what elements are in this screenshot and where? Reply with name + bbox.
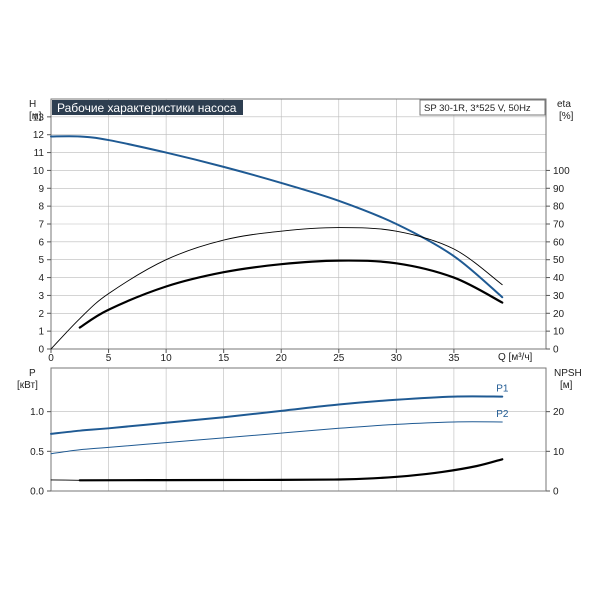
- top-y-left-tick-label: 11: [34, 148, 45, 159]
- bottom-y-left-tick-label: 0.5: [30, 447, 44, 458]
- bottom-y-left-label-unit: [кВт]: [17, 380, 38, 391]
- series-label-p1: P1: [496, 384, 509, 395]
- top-panel-series: [50, 135, 504, 350]
- top-y-right-tick-label: 20: [553, 309, 565, 320]
- bottom-panel-ticks: 0.0 0.5 1.0 0 10 20: [30, 407, 564, 497]
- bottom-y-right-label-name: NPSH: [554, 368, 582, 379]
- top-y-left-tick-label: 12: [33, 130, 45, 141]
- top-y-right-label-unit: [%]: [559, 111, 574, 122]
- top-x-tick-label: 30: [391, 353, 403, 364]
- top-y-left-tick-label: 1: [38, 327, 44, 338]
- top-x-tick-label: 25: [333, 353, 345, 364]
- bottom-y-right-tick-label: 10: [553, 447, 565, 458]
- model-info-box: [419, 99, 546, 116]
- top-y-left-tick-label: 10: [33, 166, 45, 177]
- top-y-left-tick-label: 7: [38, 220, 44, 231]
- chart-title: Рабочие характеристики насоса: [57, 101, 237, 115]
- top-x-label: Q [м³/ч]: [498, 352, 533, 363]
- top-y-left-tick-label: 9: [38, 184, 44, 195]
- top-y-left-tick-label: 13: [33, 112, 45, 123]
- top-y-left-tick-label: 3: [38, 291, 44, 302]
- top-y-right-tick-label: 70: [553, 220, 565, 231]
- top-y-left-tick-label: 0: [38, 345, 44, 356]
- top-y-right-tick-label: 10: [553, 327, 565, 338]
- top-y-right-tick-label: 0: [553, 345, 559, 356]
- top-x-tick-label: 5: [106, 353, 112, 364]
- chart-title-box: [52, 100, 243, 115]
- top-y-left-label-unit: [м]: [29, 111, 42, 122]
- model-info: SP 30-1R, 3*525 V, 50Hz: [424, 103, 531, 114]
- top-y-right-tick-label: 90: [553, 184, 565, 195]
- top-y-right-label-name: eta: [557, 99, 571, 110]
- bottom-series-labels: P1 P2: [496, 384, 509, 420]
- top-y-left-tick-label: 4: [38, 273, 44, 284]
- top-y-right-tick-label: 40: [553, 273, 565, 284]
- top-x-tick-label: 35: [448, 353, 460, 364]
- top-y-left-label-name: H: [29, 99, 36, 110]
- bottom-y-right-label-unit: [м]: [560, 380, 573, 391]
- top-x-tick-label: 10: [161, 353, 173, 364]
- bottom-y-left-tick-label: 1.0: [30, 407, 44, 418]
- top-x-tick-label: 0: [48, 353, 54, 364]
- top-y-left-tick-label: 8: [38, 202, 44, 213]
- top-y-left-tick-label: 5: [38, 255, 44, 266]
- bottom-y-right-tick-label: 20: [553, 407, 565, 418]
- series-label-p2: P2: [496, 409, 509, 420]
- bottom-series-line-3: [78, 458, 504, 482]
- top-y-left-tick-label: 2: [38, 309, 44, 320]
- bottom-panel-series: [50, 395, 504, 482]
- top-x-tick-label: 15: [218, 353, 230, 364]
- top-panel-grid: [50, 99, 546, 350]
- top-y-right-tick-label: 100: [553, 166, 570, 177]
- top-y-right-tick-label: 80: [553, 202, 565, 213]
- bottom-series-line-1: [50, 421, 503, 455]
- top-series-line-2: [78, 259, 504, 329]
- bottom-y-left-tick-label: 0.0: [30, 487, 44, 498]
- top-y-right-tick-label: 60: [553, 237, 565, 248]
- bottom-series-line-0: [50, 395, 504, 435]
- top-series-line-1: [50, 227, 503, 350]
- top-series-line-0: [50, 135, 504, 299]
- top-y-right-tick-label: 50: [553, 255, 565, 266]
- bottom-y-left-label-name: P: [29, 368, 36, 379]
- top-x-tick-label: 20: [276, 353, 288, 364]
- bottom-y-right-tick-label: 0: [553, 487, 559, 498]
- top-y-right-tick-label: 30: [553, 291, 565, 302]
- top-y-left-tick-label: 6: [38, 237, 44, 248]
- bottom-panel-frame: [50, 367, 547, 492]
